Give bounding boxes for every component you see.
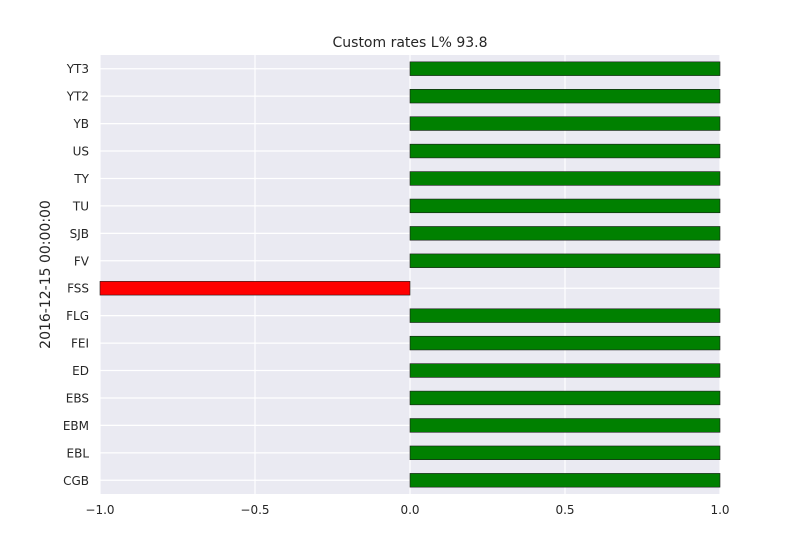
chart-title: Custom rates L% 93.8	[333, 35, 488, 51]
bar-yt2	[409, 88, 721, 104]
bar-fei	[409, 335, 721, 351]
x-tick-label: 0.0	[400, 503, 419, 517]
x-tick-label: 0.5	[555, 503, 574, 517]
y-tick-label: US	[73, 145, 89, 159]
y-tick-label: FEI	[71, 337, 89, 351]
bar-tu	[409, 198, 721, 214]
bar-flg	[409, 308, 721, 323]
y-tick-label: ED	[72, 364, 89, 378]
y-tick-label: YB	[72, 117, 89, 131]
bar-ebm	[409, 418, 721, 433]
x-tick-label: −1.0	[85, 503, 114, 517]
bar-yb	[409, 116, 721, 131]
y-tick-label: SJB	[70, 227, 89, 241]
y-tick-label: EBS	[66, 391, 89, 405]
x-tick-labels: −1.0 −0.5 0.0 0.5 1.0	[85, 503, 729, 517]
bar-fss	[99, 281, 411, 296]
y-tick-label: FSS	[67, 282, 89, 296]
bar-ed	[409, 363, 721, 378]
x-tick-label: −0.5	[240, 503, 269, 517]
bar-yt3	[409, 61, 721, 76]
y-tick-label: YT3	[66, 62, 89, 76]
bar-sjb	[409, 226, 721, 241]
bar-ebl	[409, 445, 721, 461]
y-tick-label: TY	[73, 172, 89, 186]
y-tick-label: EBL	[67, 446, 90, 460]
y-tick-label: FV	[74, 254, 90, 268]
bar-ebs	[409, 390, 721, 406]
y-tick-label: EBM	[63, 419, 89, 433]
bar-cgb	[409, 473, 721, 488]
x-tick-label: 1.0	[710, 503, 729, 517]
y-tick-label: YT2	[66, 90, 89, 104]
bars	[99, 61, 721, 488]
y-tick-label: FLG	[66, 309, 89, 323]
y-axis-label: 2016-12-15 00:00:00	[38, 200, 54, 349]
y-tick-label: CGB	[63, 474, 89, 488]
bar-fv	[409, 253, 721, 268]
y-tick-label: TU	[72, 199, 89, 213]
y-tick-labels: CGB EBL EBM EBS ED FEI FLG FSS FV SJB TU TY US YB YT2 Y…	[63, 62, 90, 488]
bar-us	[409, 143, 721, 159]
bar-ty	[409, 171, 721, 186]
